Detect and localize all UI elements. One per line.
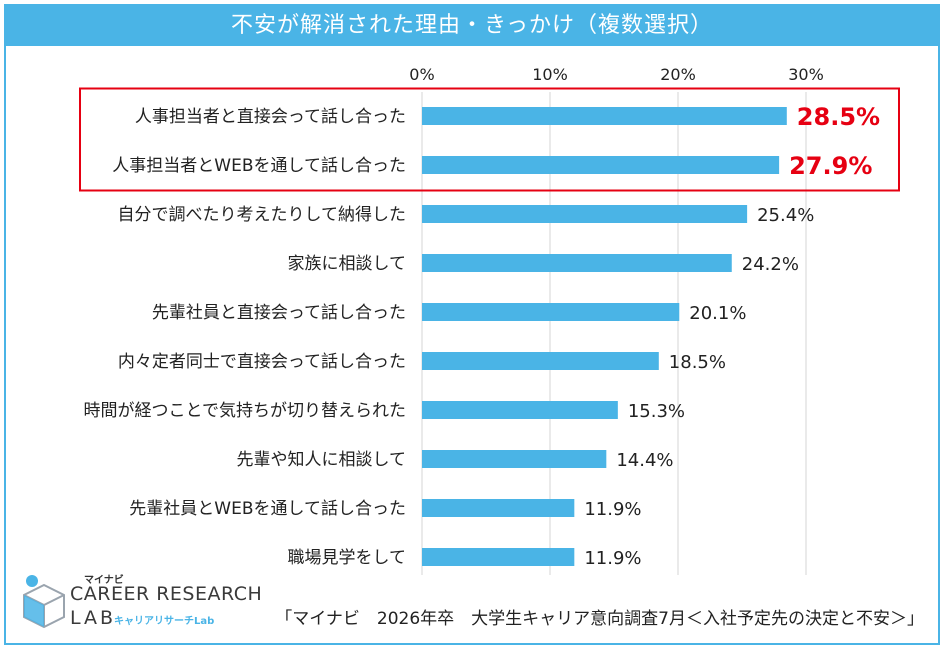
highlight-box — [79, 87, 900, 192]
value-label: 25.4% — [757, 205, 814, 226]
value-label: 27.9% — [789, 152, 872, 180]
x-tick-label: 20% — [660, 65, 696, 84]
logo-lab-text: LAB — [70, 607, 117, 629]
x-tick-label: 30% — [788, 65, 824, 84]
value-label: 14.4% — [616, 450, 673, 471]
value-label: 20.1% — [689, 303, 746, 324]
category-label: 職場見学をして — [288, 548, 407, 568]
value-label: 24.2% — [742, 254, 799, 275]
bar — [422, 450, 607, 468]
category-label: 内々定者同士で直接会って話し合った — [118, 352, 406, 372]
category-label: 人事担当者とWEBを通して話し合った — [112, 156, 406, 176]
cube-logo-icon — [23, 575, 65, 629]
bar — [422, 548, 575, 566]
value-label: 11.9% — [584, 499, 641, 520]
category-label: 時間が経つことで気持ちが切り替えられた — [84, 401, 407, 421]
logo-brand-text: マイナビ — [84, 575, 124, 586]
career-research-lab-logo: マイナビ CAREER RESEARCH LAB キャリアリサーチLab — [20, 571, 262, 631]
bar — [422, 401, 618, 419]
logo-career-research-text: CAREER RESEARCH — [70, 583, 263, 605]
bar — [422, 499, 575, 517]
logo-subtitle-text: キャリアリサーチLab — [114, 616, 215, 627]
bar — [422, 254, 732, 272]
bar — [422, 107, 787, 125]
category-label: 人事担当者と直接会って話し合った — [135, 107, 406, 127]
value-label: 28.5% — [797, 103, 880, 131]
bar — [422, 205, 748, 223]
bar — [422, 303, 680, 321]
x-tick-label: 0% — [409, 65, 434, 84]
category-label: 自分で調べたり考えたりして納得した — [118, 205, 407, 225]
value-label: 15.3% — [628, 401, 685, 422]
category-label: 先輩や知人に相談して — [237, 450, 407, 470]
x-tick-label: 10% — [532, 65, 568, 84]
source-caption: 「マイナビ 2026年卒 大学生キャリア意向調査7月＜入社予定先の決定と不安＞」 — [275, 609, 924, 629]
bar — [422, 352, 659, 370]
value-label: 18.5% — [669, 352, 726, 373]
chart-title: 不安が解消された理由・きっかけ（複数選択） — [6, 6, 938, 46]
value-label: 11.9% — [584, 548, 641, 569]
category-label: 先輩社員とWEBを通して話し合った — [129, 499, 406, 519]
bar — [422, 156, 780, 174]
category-label: 先輩社員と直接会って話し合った — [152, 303, 406, 323]
category-label: 家族に相談して — [288, 254, 407, 274]
